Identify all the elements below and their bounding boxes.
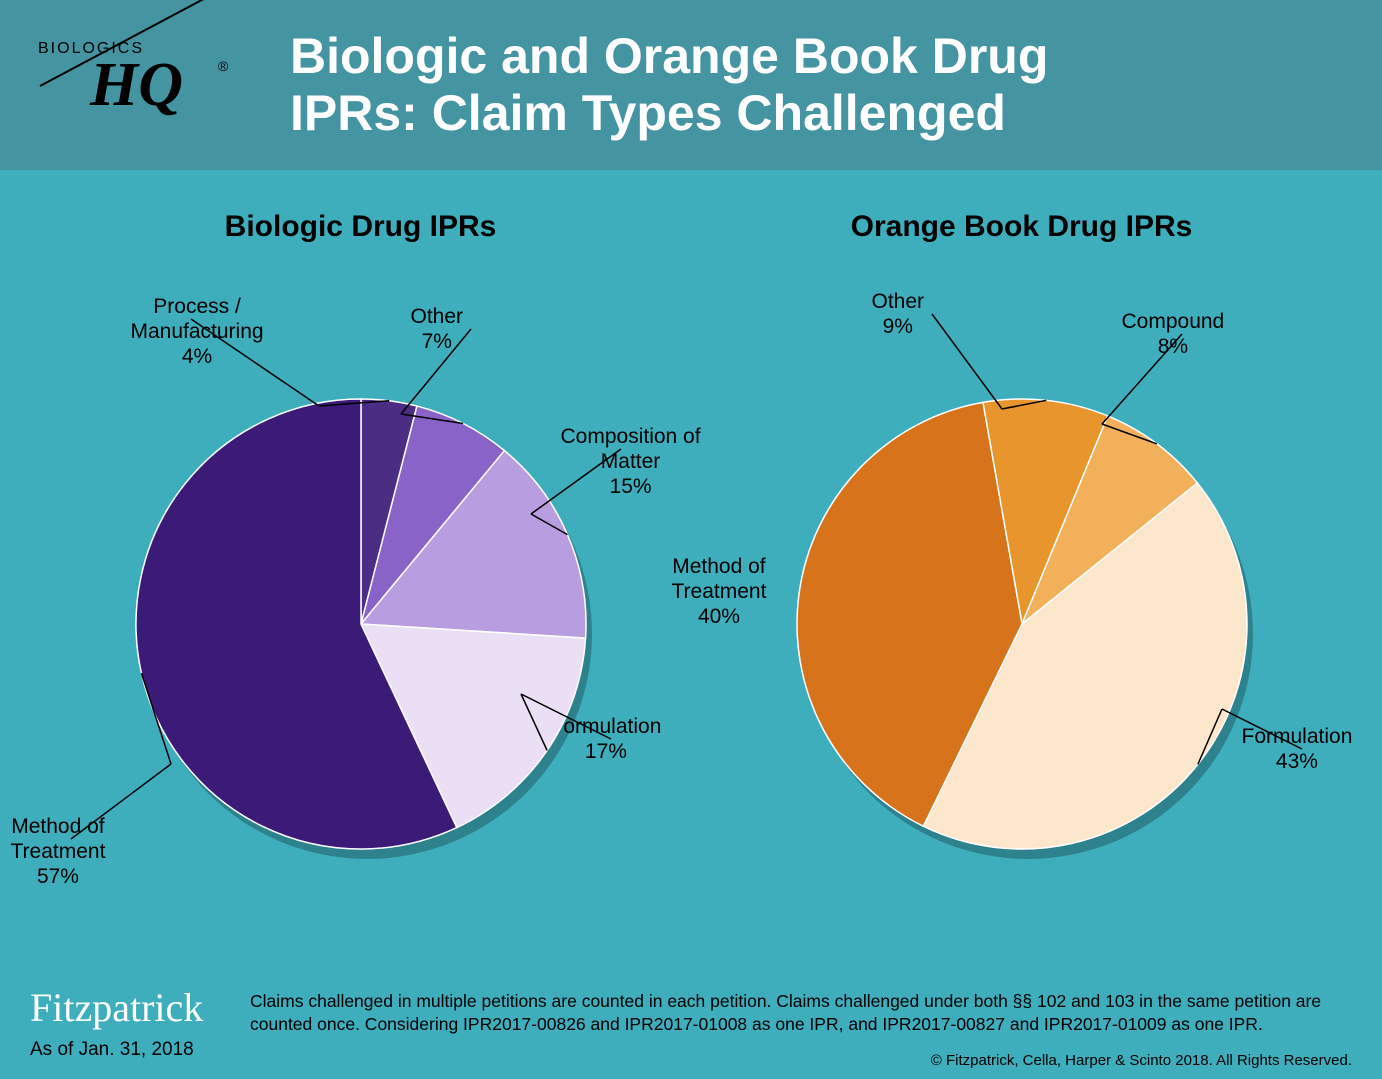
footer: Fitzpatrick As of Jan. 31, 2018 Claims c… (0, 974, 1382, 1079)
header-bar: BIOLOGICS HQ ® Biologic and Orange Book … (0, 0, 1382, 170)
chart-biologic: Biologic Drug IPRs Process /Manufacturin… (41, 210, 681, 910)
chart-orangebook-title: Orange Book Drug IPRs (702, 210, 1342, 244)
chart-orangebook: Orange Book Drug IPRs Other9%Compound8%F… (702, 210, 1342, 910)
charts-row: Biologic Drug IPRs Process /Manufacturin… (0, 170, 1382, 930)
biologics-hq-logo: BIOLOGICS HQ ® (30, 30, 250, 140)
copyright: © Fitzpatrick, Cella, Harper & Scinto 20… (931, 1052, 1352, 1069)
title-line-2: IPRs: Claim Types Challenged (290, 85, 1006, 141)
logo-registered-mark: ® (218, 58, 228, 74)
pie-biologic: Process /Manufacturing4%Other7%Compositi… (41, 254, 681, 874)
pie-orangebook: Other9%Compound8%Formulation43%Method of… (702, 254, 1342, 874)
pie-svg (41, 254, 681, 894)
chart-biologic-title: Biologic Drug IPRs (41, 210, 681, 244)
footnote: Claims challenged in multiple petitions … (250, 990, 1350, 1037)
page-title: Biologic and Orange Book Drug IPRs: Clai… (290, 28, 1048, 143)
pie-svg (702, 254, 1342, 894)
logo-hq-text: HQ (90, 50, 183, 121)
title-line-1: Biologic and Orange Book Drug (290, 28, 1048, 84)
